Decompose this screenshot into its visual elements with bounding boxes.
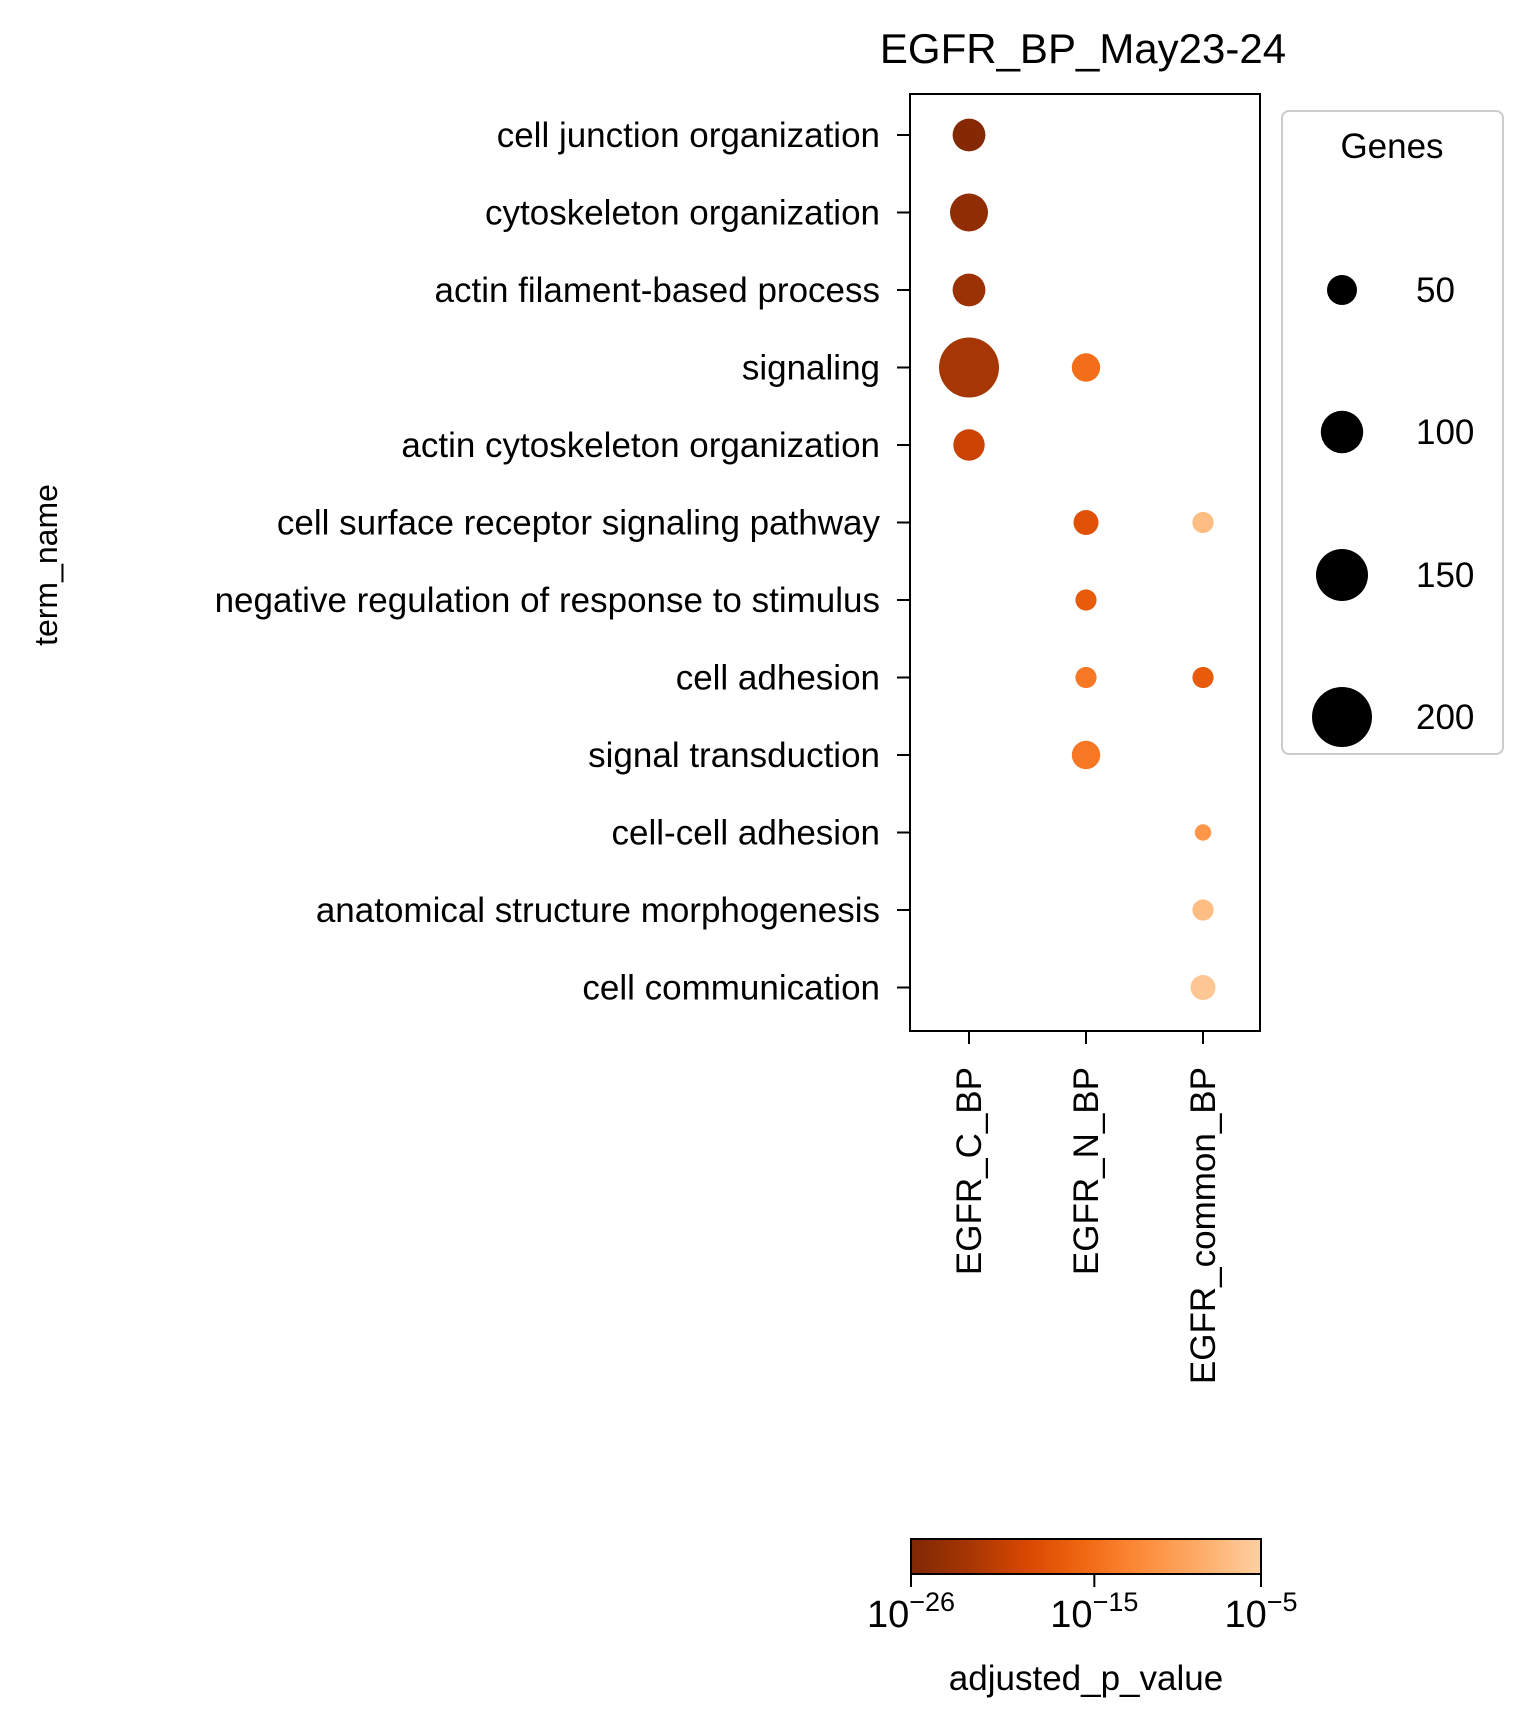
colorbar: 10−26 10−15 10−5 adjusted_p_value [867,1538,1298,1698]
x-axis: EGFR_C_BP EGFR_N_BP EGFR_common_BP [950,1031,1223,1384]
point-egfr-c-bp-cytoskeleton-organization [950,193,988,232]
y-tick-label: actin filament-based process [435,271,881,310]
y-tick-label: cell-cell adhesion [612,814,880,853]
point-egfr-common-bp-cell-communication [1190,975,1216,1000]
point-egfr-n-bp-cell-surface-receptor-signaling-pathway [1073,510,1099,535]
legend-label: 200 [1416,698,1474,737]
point-egfr-c-bp-actin-cytoskeleton-organization [953,429,985,461]
y-tick-label: cell adhesion [676,659,880,698]
y-tick-label: signal transduction [588,736,880,775]
x-tick-label: EGFR_C_BP [950,1067,989,1275]
x-tick-label: EGFR_common_BP [1184,1067,1223,1384]
plot-frame [909,93,1261,1032]
point-egfr-n-bp-cell-adhesion [1075,666,1097,689]
legend-marker-150 [1316,549,1368,601]
colorbar-label: adjusted_p_value [949,1659,1223,1698]
legend-label: 100 [1416,413,1474,452]
size-legend: Genes 50 100 150 200 [1281,110,1504,755]
legend-label: 50 [1416,271,1455,310]
legend-marker-200 [1312,687,1372,747]
y-tick-label: signaling [742,349,880,388]
colorbar-tick-label: 10−15 [1050,1587,1138,1636]
point-egfr-common-bp-anatomical-structure-morphogenesis [1192,899,1214,921]
legend-label: 150 [1416,556,1474,595]
y-tick-label: negative regulation of response to stimu… [215,581,880,620]
point-egfr-c-bp-cell-junction-organization [952,118,986,152]
data-points [939,118,1216,1000]
point-egfr-common-bp-cell-adhesion [1192,666,1214,689]
colorbar-tick-label: 10−26 [867,1587,955,1636]
point-egfr-c-bp-signaling [939,337,999,398]
colorbar-gradient [910,1538,1262,1575]
y-tick-label: cell communication [582,969,880,1008]
legend-marker-100 [1320,410,1364,454]
point-egfr-common-bp-cell-cell-adhesion [1194,824,1212,841]
y-axis: cell junction organization cytoskeleton o… [215,116,910,1008]
y-tick-label: cell surface receptor signaling pathway [277,504,881,543]
y-axis-label: term_name [28,484,64,646]
chart-title: EGFR_BP_May23-24 [880,25,1286,72]
y-tick-label: actin cytoskeleton organization [401,426,880,465]
x-tick-label: EGFR_N_BP [1067,1067,1106,1275]
y-tick-label: cytoskeleton organization [485,194,880,233]
point-egfr-n-bp-negative-regulation-of-response-to-stimulus [1075,589,1097,611]
point-egfr-c-bp-actin-filament-based-process [952,273,986,307]
point-egfr-n-bp-signaling [1071,353,1101,382]
colorbar-tick-label: 10−5 [1224,1587,1297,1636]
legend-marker-50 [1327,275,1357,305]
point-egfr-common-bp-cell-surface-receptor-signaling-pathway [1192,511,1214,534]
point-egfr-n-bp-signal-transduction [1071,740,1101,770]
y-tick-label: anatomical structure morphogenesis [316,891,880,930]
y-tick-label: cell junction organization [497,116,880,155]
legend-title: Genes [1340,127,1443,166]
